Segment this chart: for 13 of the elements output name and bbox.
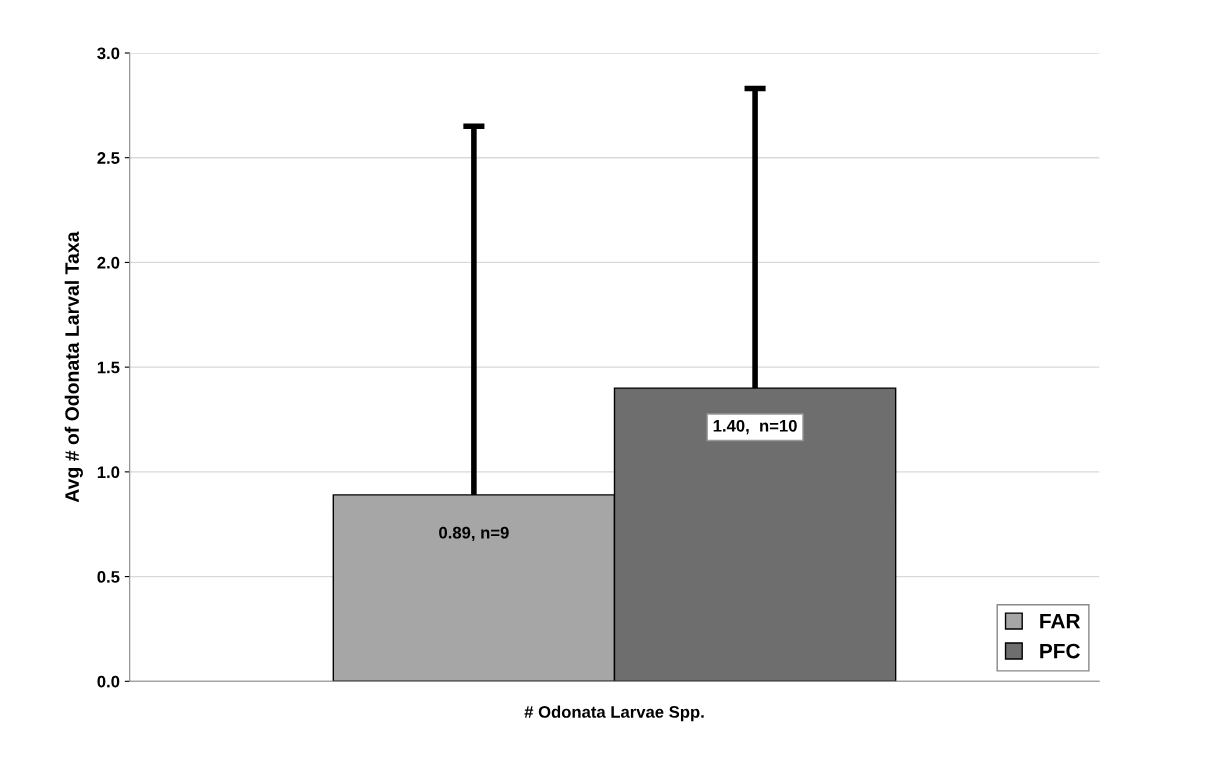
y-tick-label: 1.0 (97, 466, 120, 479)
legend-label: FAR (1040, 613, 1081, 629)
data-label: 0.89, n=9 (439, 526, 509, 541)
legend-label: PFC (1040, 643, 1080, 659)
y-tick-label: 0.0 (97, 675, 120, 688)
data-label: 1.40, n=10 (713, 419, 797, 435)
y-tick-label: 2.5 (97, 152, 120, 164)
y-tick-label: 0.5 (97, 570, 120, 583)
x-axis-title: # Odonata Larvae Spp. (524, 705, 704, 722)
y-tick-label: 1.5 (97, 361, 120, 374)
y-axis-title: Avg # of Odonata Larval Taxa (64, 231, 83, 503)
y-tick-label: 3.0 (97, 47, 120, 60)
y-tick-label: 2.0 (97, 256, 120, 269)
